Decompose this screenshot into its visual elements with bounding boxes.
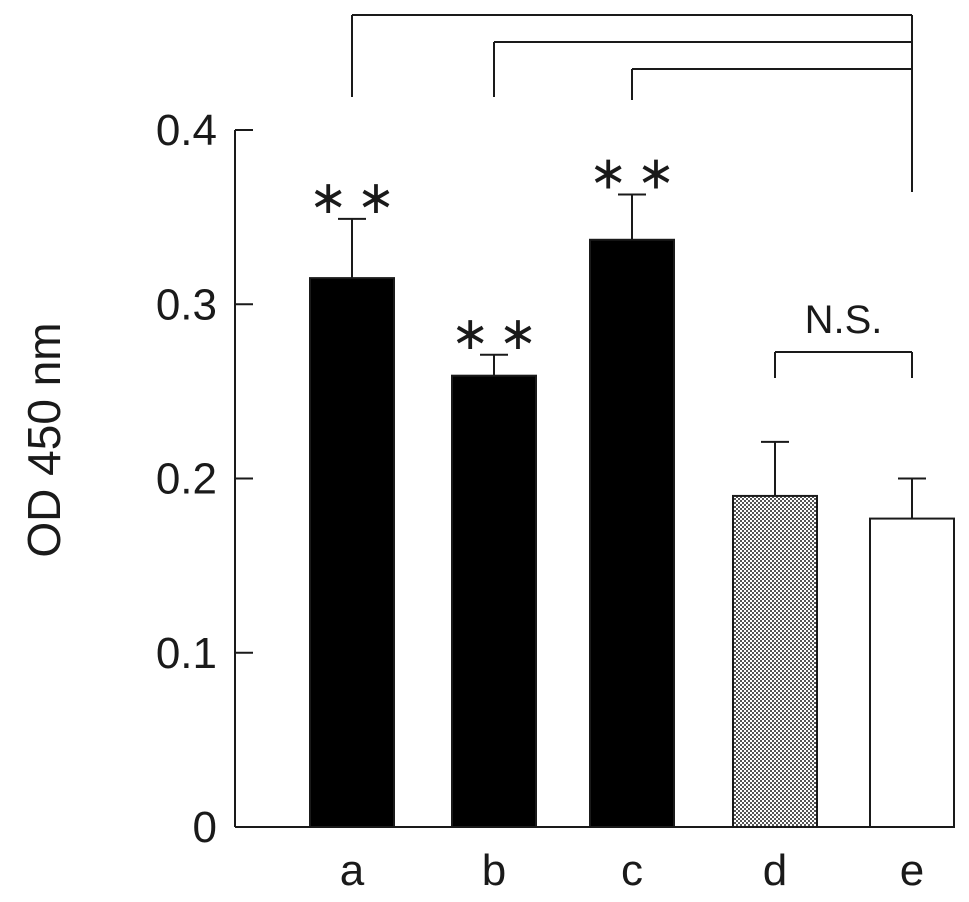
x-tick-label-a: a: [340, 846, 365, 895]
y-ticks: 0 0.1 0.2 0.3 0.4: [156, 106, 253, 852]
x-tick-label-c: c: [621, 846, 643, 895]
x-tick-label-d: d: [763, 846, 787, 895]
y-tick-label: 0.2: [156, 455, 217, 504]
bar-d: [732, 494, 818, 828]
significance-mark-b: ∗ ∗: [451, 306, 537, 360]
significance-marks: ∗ ∗ ∗ ∗ ∗ ∗: [309, 145, 675, 359]
comparison-brackets: N.S.: [351, 14, 913, 378]
y-tick-label: 0: [193, 803, 217, 852]
bar-b: [451, 374, 537, 828]
y-tick-label: 0.1: [156, 629, 217, 678]
error-bars: [338, 193, 926, 519]
ns-label: N.S.: [805, 298, 883, 342]
category-labels: a b c d e: [340, 846, 924, 895]
bar-c: [589, 238, 675, 828]
y-axis-title: OD 450 nm: [18, 322, 70, 557]
bar-e: [869, 517, 955, 828]
y-tick-label: 0.3: [156, 280, 217, 329]
x-tick-label-b: b: [482, 846, 506, 895]
x-tick-label-e: e: [900, 846, 924, 895]
y-tick-label: 0.4: [156, 106, 217, 155]
significance-mark-a: ∗ ∗: [309, 170, 395, 224]
bar-a: [309, 277, 395, 828]
significance-mark-c: ∗ ∗: [589, 145, 675, 199]
bars: [309, 238, 955, 828]
